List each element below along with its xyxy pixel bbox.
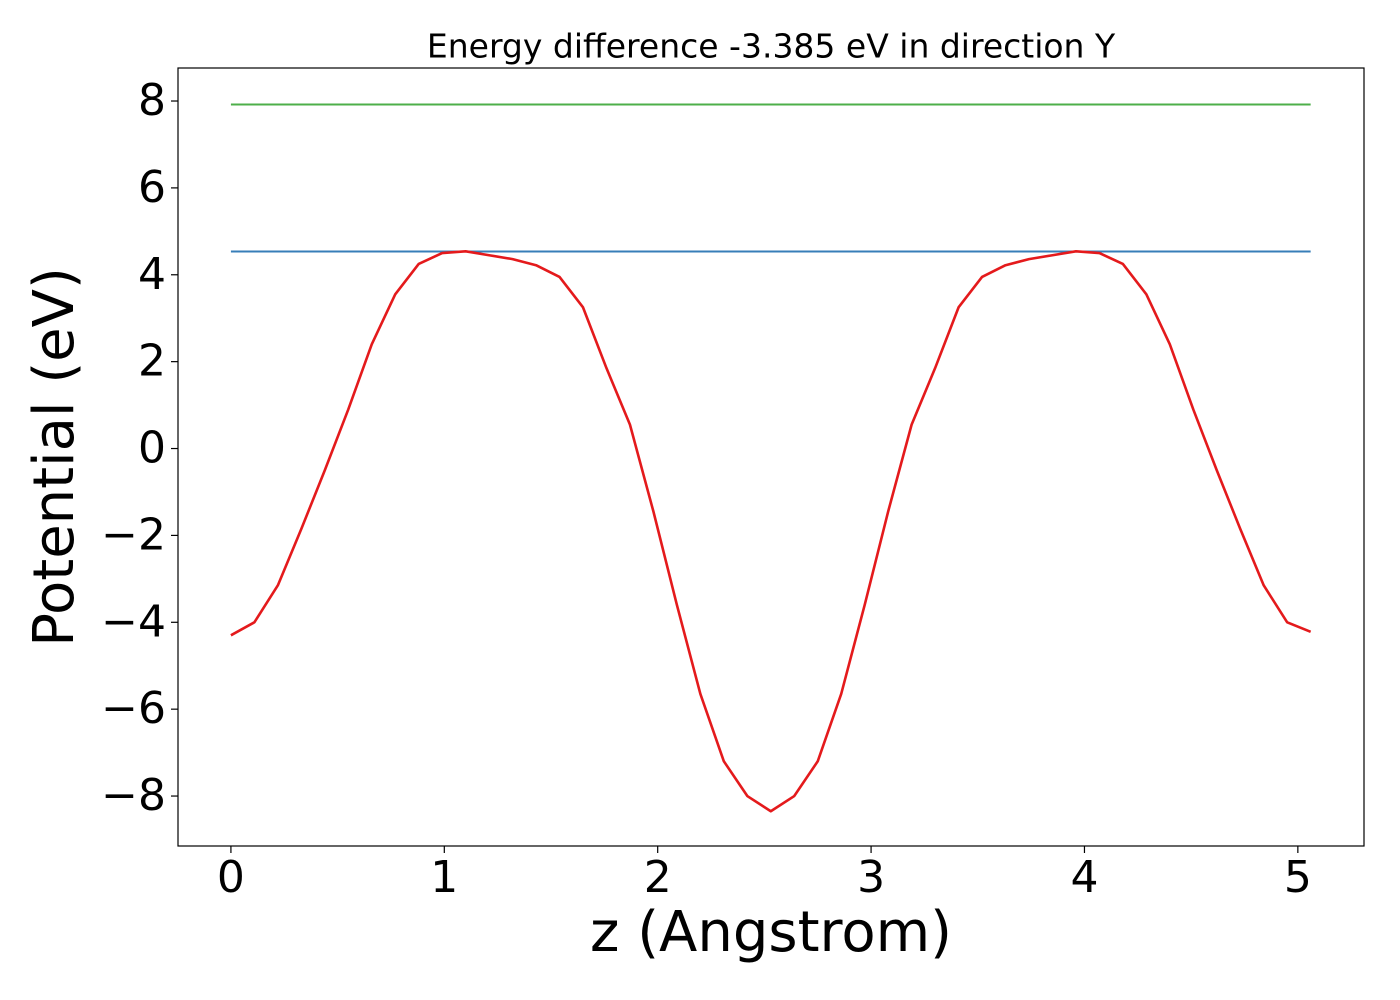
data-line	[230, 250, 1312, 813]
y-tick-label: −6	[101, 683, 166, 734]
x-axis-label: z (Angstrom)	[590, 900, 952, 965]
y-tick-label: 6	[138, 162, 166, 213]
y-tick-label: 0	[138, 423, 166, 474]
x-tick-label: 2	[644, 852, 672, 903]
y-tick-label: −4	[101, 596, 166, 647]
y-tick-label: −2	[101, 509, 166, 560]
x-tick-label: 1	[430, 852, 458, 903]
y-tick-label: −8	[101, 770, 166, 821]
x-tick-label: 0	[217, 852, 245, 903]
y-tick-label: 8	[138, 75, 166, 126]
x-tick-label: 4	[1070, 852, 1098, 903]
y-axis-label: Potential (eV)	[22, 267, 87, 647]
chart-title: Energy difference -3.385 eV in direction…	[427, 27, 1116, 66]
plot-frame	[177, 67, 1365, 847]
x-tick-label: 5	[1284, 852, 1312, 903]
x-tick-label: 3	[857, 852, 885, 903]
y-tick-label: 2	[138, 336, 166, 387]
y-tick-label: 4	[138, 249, 166, 300]
